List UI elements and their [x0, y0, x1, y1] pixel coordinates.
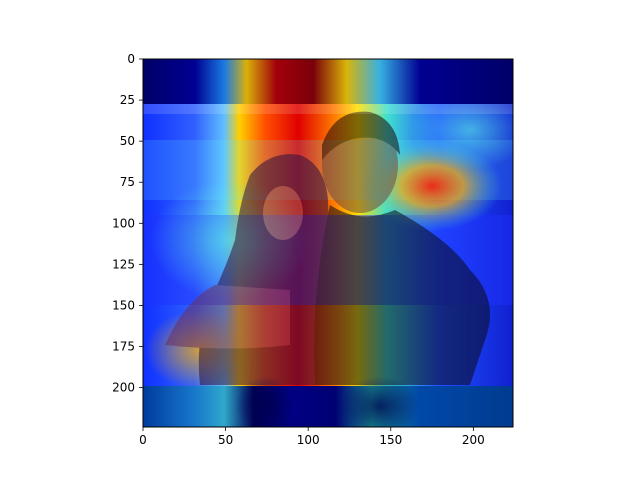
y-tick-label: 100	[112, 216, 135, 230]
heatmap-image	[143, 59, 530, 436]
y-tick-label: 75	[120, 175, 135, 189]
y-tick-label: 200	[112, 381, 135, 395]
y-tick-label: 50	[120, 134, 135, 148]
y-tick-label: 150	[112, 298, 135, 312]
y-tick-label: 0	[127, 52, 135, 66]
y-tick-label: 175	[112, 340, 135, 354]
x-tick-label: 50	[218, 433, 233, 447]
y-tick-label: 25	[120, 93, 135, 107]
x-axis: 0 50 100 150 200	[139, 427, 485, 447]
y-axis: 0 25 50 75 100 125 150 175 200	[112, 52, 143, 395]
x-tick-label: 200	[462, 433, 485, 447]
x-tick-label: 100	[297, 433, 320, 447]
x-tick-label: 150	[379, 433, 402, 447]
y-tick-label: 125	[112, 257, 135, 271]
x-tick-label: 0	[139, 433, 147, 447]
